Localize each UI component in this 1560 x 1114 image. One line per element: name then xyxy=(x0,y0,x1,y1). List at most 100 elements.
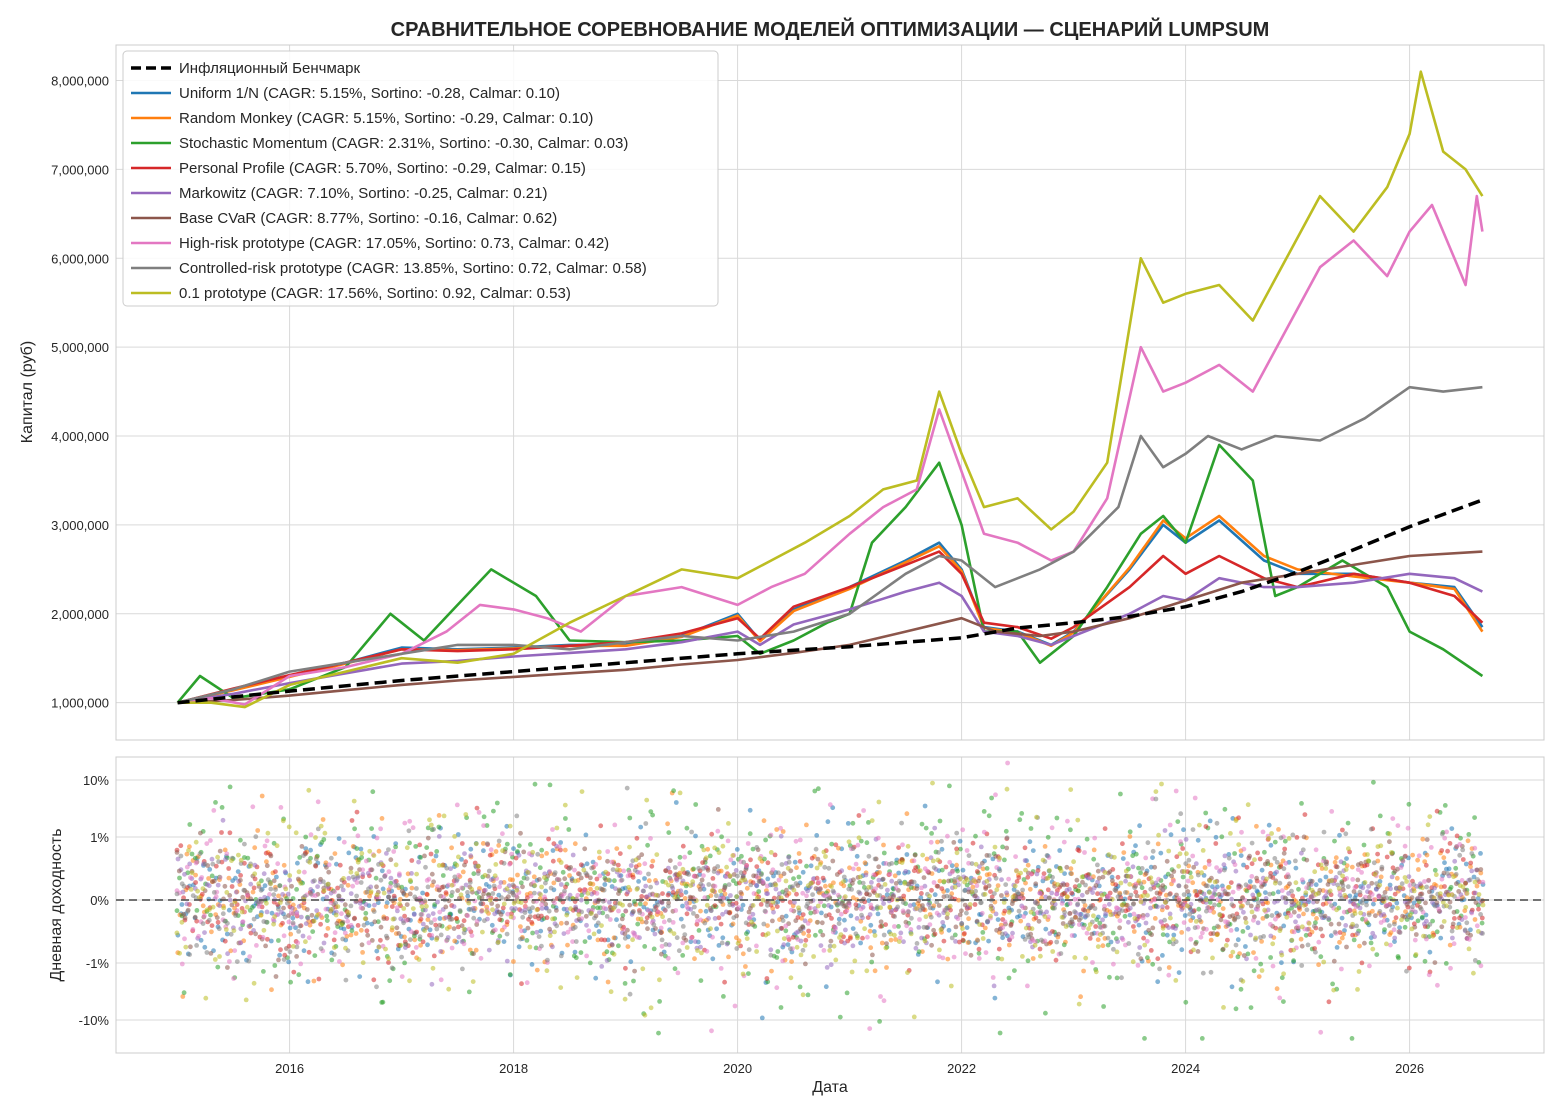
legend-label-highrisk: High-risk prototype (CAGR: 17.05%, Sorti… xyxy=(179,235,609,252)
return-point-highrisk xyxy=(1037,890,1043,896)
return-point-random xyxy=(794,865,799,871)
return-point-highrisk xyxy=(1463,915,1468,920)
return-point-markowitz xyxy=(360,871,366,877)
return-point-stochastic xyxy=(1101,1004,1106,1009)
return-point-cvar xyxy=(1061,882,1067,888)
return-point-random xyxy=(1478,870,1484,876)
return-point-personal xyxy=(617,851,623,856)
return-point-controlled xyxy=(1039,937,1044,943)
return-point-stochastic xyxy=(1076,888,1081,894)
return-point-controlled xyxy=(490,891,496,896)
return-point-uniform xyxy=(516,944,522,950)
return-point-markowitz xyxy=(1417,881,1423,887)
return-point-highrisk xyxy=(500,831,505,837)
return-point-highrisk xyxy=(805,921,811,926)
return-point-cvar xyxy=(974,918,980,924)
return-point-proto01 xyxy=(887,904,893,910)
return-point-controlled xyxy=(1167,892,1172,897)
return-point-personal xyxy=(758,902,764,907)
return-point-proto01 xyxy=(1329,878,1335,884)
return-point-cvar xyxy=(946,878,951,884)
return-point-controlled xyxy=(412,894,418,900)
return-point-proto01 xyxy=(1014,868,1019,874)
return-point-personal xyxy=(665,892,671,898)
return-point-proto01 xyxy=(1032,942,1038,948)
return-point-stochastic xyxy=(1235,954,1241,960)
return-point-controlled xyxy=(1387,923,1392,928)
return-point-highrisk xyxy=(1173,788,1179,794)
return-point-controlled xyxy=(1318,912,1324,918)
return-point-proto01 xyxy=(642,1012,648,1018)
return-point-proto01 xyxy=(992,844,998,850)
return-point-highrisk xyxy=(833,926,838,932)
return-point-proto01 xyxy=(718,888,723,894)
return-point-uniform xyxy=(911,902,917,908)
return-point-markowitz xyxy=(430,911,436,916)
return-point-random xyxy=(1188,918,1194,923)
return-point-cvar xyxy=(281,905,286,911)
return-point-proto01 xyxy=(314,912,320,918)
return-point-cvar xyxy=(313,863,318,868)
return-point-proto01 xyxy=(1433,872,1439,878)
return-point-controlled xyxy=(866,853,872,859)
return-point-random xyxy=(1333,855,1339,861)
return-point-highrisk xyxy=(188,875,193,880)
return-point-controlled xyxy=(881,932,887,938)
return-point-highrisk xyxy=(684,904,690,910)
return-point-highrisk xyxy=(437,909,443,915)
return-point-proto01 xyxy=(1454,925,1460,931)
return-point-random xyxy=(935,839,940,845)
return-point-proto01 xyxy=(704,902,710,908)
return-point-uniform xyxy=(1411,900,1417,906)
return-point-proto01 xyxy=(788,975,794,981)
return-point-markowitz xyxy=(1127,905,1133,911)
return-point-personal xyxy=(443,890,449,895)
return-point-highrisk xyxy=(1279,888,1285,893)
return-point-controlled xyxy=(1432,903,1438,909)
return-point-personal xyxy=(525,895,530,900)
return-point-personal xyxy=(1340,827,1345,833)
return-point-highrisk xyxy=(1081,925,1086,931)
return-point-stochastic xyxy=(393,844,398,850)
return-point-personal xyxy=(1312,946,1317,951)
return-point-personal xyxy=(391,893,397,899)
return-point-stochastic xyxy=(1183,999,1189,1005)
return-point-random xyxy=(264,859,269,865)
return-point-highrisk xyxy=(710,934,715,940)
return-point-uniform xyxy=(680,903,685,909)
return-point-stochastic xyxy=(181,990,187,996)
return-point-proto01 xyxy=(945,911,950,917)
return-point-highrisk xyxy=(1253,956,1259,961)
return-point-proto01 xyxy=(1203,897,1209,903)
return-point-controlled xyxy=(698,881,704,887)
return-point-controlled xyxy=(1044,853,1050,858)
return-point-markowitz xyxy=(1148,905,1153,911)
return-point-highrisk xyxy=(388,884,393,889)
return-point-markowitz xyxy=(1469,868,1475,874)
return-point-highrisk xyxy=(374,835,380,841)
return-point-stochastic xyxy=(1296,886,1301,892)
return-point-proto01 xyxy=(404,845,410,851)
return-point-proto01 xyxy=(419,904,425,909)
return-point-cvar xyxy=(1183,884,1189,889)
return-point-markowitz xyxy=(1100,917,1105,923)
return-point-controlled xyxy=(1160,887,1166,893)
return-point-proto01 xyxy=(1055,882,1060,887)
return-point-controlled xyxy=(836,921,842,926)
return-point-controlled xyxy=(1148,886,1154,892)
return-point-uniform xyxy=(1150,855,1155,860)
return-point-stochastic xyxy=(1028,826,1034,831)
return-point-controlled xyxy=(1119,975,1124,981)
return-point-personal xyxy=(856,813,862,818)
return-point-cvar xyxy=(1277,912,1282,918)
return-point-random xyxy=(431,858,437,864)
return-point-stochastic xyxy=(1006,975,1012,981)
return-point-highrisk xyxy=(936,954,942,959)
return-point-proto01 xyxy=(1259,968,1265,973)
return-point-personal xyxy=(1445,848,1450,854)
return-point-markowitz xyxy=(1044,909,1049,915)
return-point-stochastic xyxy=(1281,999,1286,1004)
bottom-y-tick-label: 0% xyxy=(90,893,109,908)
return-point-markowitz xyxy=(1293,919,1298,925)
return-point-personal xyxy=(833,842,839,848)
